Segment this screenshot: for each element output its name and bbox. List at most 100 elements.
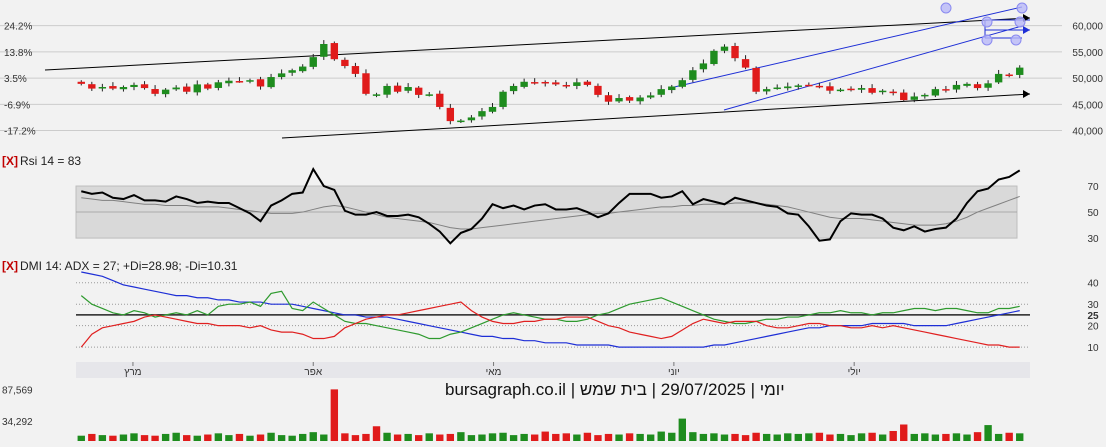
volume-bar xyxy=(752,432,760,441)
candle-body xyxy=(583,81,592,85)
volume-bar xyxy=(267,432,275,441)
candle-body xyxy=(172,87,180,90)
price-tick-left: 3.5% xyxy=(4,74,27,85)
candle-body xyxy=(646,95,655,98)
dmi-line-di xyxy=(80,301,1020,348)
volume-bar xyxy=(994,433,1003,441)
rsi-label: Rsi 14 = 83 xyxy=(20,154,81,168)
volume-bar xyxy=(393,434,402,441)
candle xyxy=(836,88,845,92)
rsi-tick: 70 xyxy=(1087,182,1099,193)
volume-bar xyxy=(678,418,686,441)
volume-bar xyxy=(98,435,107,441)
candles xyxy=(77,40,1024,125)
volume-bar xyxy=(615,434,623,441)
candle xyxy=(752,66,760,95)
trendline[interactable] xyxy=(44,17,1031,71)
candle-body xyxy=(341,59,349,67)
candle-body xyxy=(741,59,750,68)
candle xyxy=(710,49,718,66)
candle-body xyxy=(256,79,265,87)
volume-bar xyxy=(921,433,929,441)
candle xyxy=(1016,65,1024,79)
candle-body xyxy=(815,85,824,88)
candle-body xyxy=(541,81,549,84)
trendline-arrowhead xyxy=(1023,90,1030,98)
trendline-handle[interactable] xyxy=(1014,16,1026,28)
candle xyxy=(277,69,286,80)
volume-bar xyxy=(341,433,349,441)
trendline-handle[interactable] xyxy=(1016,2,1028,14)
trendline-handle[interactable] xyxy=(1010,34,1022,46)
candle-body xyxy=(910,96,918,100)
candle xyxy=(309,53,317,70)
candle xyxy=(699,59,708,73)
candle xyxy=(488,103,497,114)
volume-bar xyxy=(436,434,444,441)
trendline[interactable] xyxy=(723,25,1023,111)
trendlines[interactable] xyxy=(44,6,1031,139)
candle xyxy=(299,64,307,73)
candle-body xyxy=(805,84,813,87)
candle-body xyxy=(77,81,85,84)
candle-body xyxy=(931,89,940,96)
volume-bar xyxy=(889,430,897,441)
volume-bar xyxy=(636,433,644,441)
candle-body xyxy=(857,88,866,90)
volume-bar xyxy=(773,434,781,441)
volume-bar xyxy=(794,433,802,441)
candle xyxy=(541,80,549,87)
candle xyxy=(151,85,159,97)
candle xyxy=(857,84,866,93)
trendline-handle[interactable] xyxy=(981,34,993,46)
candle xyxy=(320,40,328,60)
volume-bar xyxy=(826,434,834,441)
price-tick-right: 50,000 xyxy=(1072,74,1103,85)
volume-bar xyxy=(204,434,212,441)
candle xyxy=(520,78,528,89)
volume-bar xyxy=(415,435,423,441)
candle-body xyxy=(678,80,686,87)
candle-body xyxy=(225,80,233,84)
trendline-handles[interactable] xyxy=(940,2,1028,46)
dmi-tick: 25 xyxy=(1087,311,1099,322)
volume-bar xyxy=(330,389,339,441)
candle-body xyxy=(952,84,961,90)
candle xyxy=(784,82,792,91)
volume-bar xyxy=(446,433,455,441)
candle xyxy=(393,82,402,94)
candle xyxy=(615,94,623,103)
volume-bar xyxy=(520,433,528,441)
candle xyxy=(625,95,634,104)
candle xyxy=(805,82,813,87)
chart-caption: יומי | 29/07/2025 | בית שמש | bursagraph… xyxy=(445,380,785,399)
volume-bar xyxy=(425,433,433,441)
candle-body xyxy=(520,81,528,87)
trendline[interactable] xyxy=(281,93,1031,139)
volume-bar xyxy=(625,433,634,441)
candle xyxy=(372,92,381,98)
rsi-close-button[interactable]: [X] xyxy=(2,154,18,168)
trendline[interactable] xyxy=(669,6,1023,89)
candle-body xyxy=(467,117,476,121)
rsi-line xyxy=(81,166,1021,245)
candle-body xyxy=(868,88,876,93)
dmi-close-button[interactable]: [X] xyxy=(2,259,18,273)
candle-body xyxy=(436,93,444,107)
candle-body xyxy=(478,111,486,117)
candle-body xyxy=(562,85,571,87)
candle xyxy=(847,86,855,92)
candle xyxy=(973,81,982,91)
x-axis: מרץ אפר מאי יוני יולי xyxy=(76,362,1030,378)
trendline-handle[interactable] xyxy=(981,16,993,28)
trendline-handle[interactable] xyxy=(940,2,952,14)
candle-body xyxy=(320,44,328,57)
candle xyxy=(889,89,897,96)
candle-body xyxy=(119,87,128,90)
volume-bar xyxy=(225,435,233,441)
candle-body xyxy=(889,91,897,94)
candle xyxy=(383,83,391,98)
rsi-body: 70 50 30 xyxy=(75,166,1099,245)
candle xyxy=(815,82,824,89)
